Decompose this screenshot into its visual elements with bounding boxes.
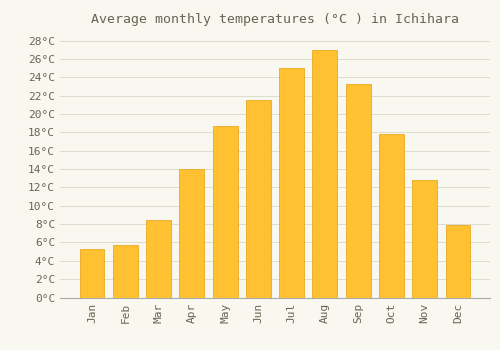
Bar	[113, 245, 138, 298]
Bar	[146, 219, 171, 298]
Bar	[312, 50, 338, 298]
Bar	[80, 249, 104, 298]
Bar	[379, 134, 404, 298]
Title: Average monthly temperatures (°C ) in Ichihara: Average monthly temperatures (°C ) in Ic…	[91, 13, 459, 26]
Bar	[180, 169, 204, 298]
Bar	[279, 68, 304, 298]
Bar	[446, 225, 470, 298]
Bar	[412, 180, 437, 298]
Bar	[246, 100, 271, 298]
Bar	[212, 126, 238, 298]
Bar	[346, 84, 370, 298]
